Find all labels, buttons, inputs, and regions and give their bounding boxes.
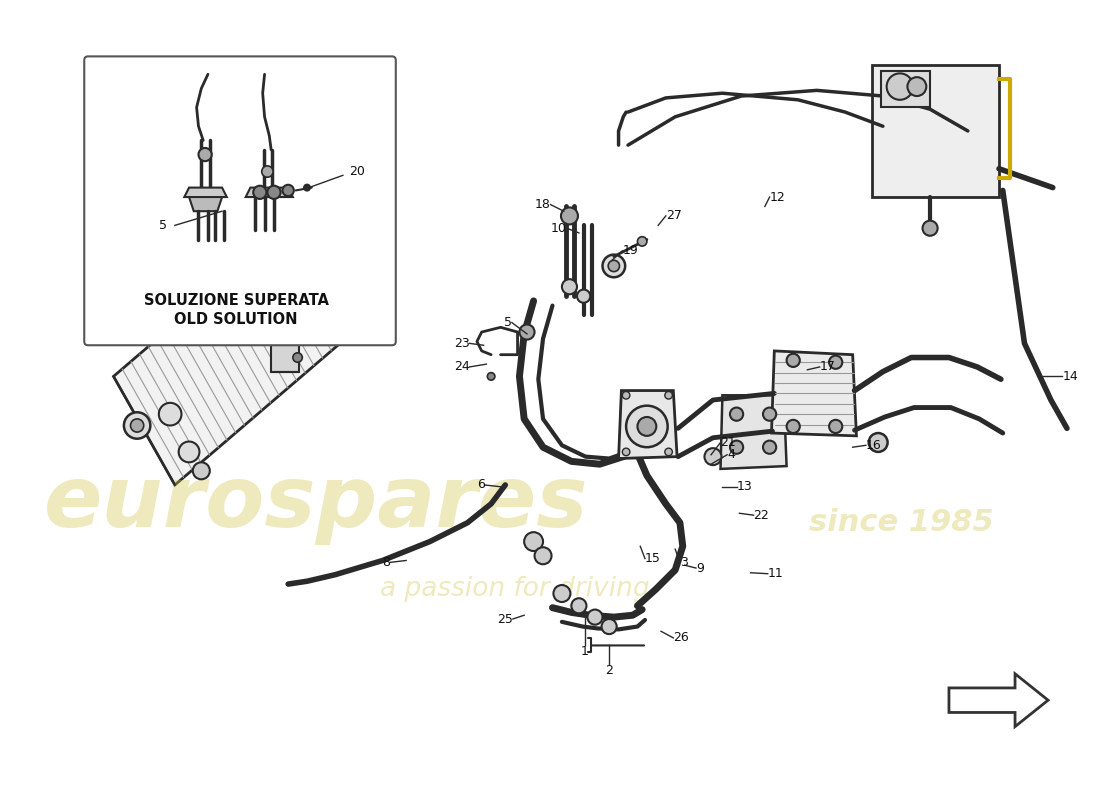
Circle shape — [519, 325, 535, 339]
Circle shape — [763, 441, 777, 454]
Circle shape — [786, 420, 800, 433]
Polygon shape — [189, 197, 222, 211]
Polygon shape — [771, 351, 857, 436]
Circle shape — [131, 419, 144, 432]
Text: 19: 19 — [623, 244, 638, 258]
Circle shape — [664, 448, 672, 456]
Circle shape — [704, 448, 722, 465]
Text: 20: 20 — [350, 165, 365, 178]
Polygon shape — [185, 188, 227, 197]
Circle shape — [923, 221, 937, 236]
Circle shape — [571, 598, 586, 614]
Circle shape — [664, 391, 672, 399]
Circle shape — [124, 412, 151, 438]
Circle shape — [887, 74, 913, 100]
Text: 6: 6 — [476, 478, 484, 491]
Text: 1: 1 — [581, 646, 589, 658]
Text: 12: 12 — [770, 190, 785, 203]
Text: 15: 15 — [645, 552, 661, 565]
Circle shape — [535, 547, 551, 564]
Bar — [272, 334, 299, 372]
Text: 8: 8 — [382, 556, 390, 569]
Circle shape — [561, 207, 578, 225]
Polygon shape — [245, 188, 293, 197]
Circle shape — [608, 260, 619, 272]
Circle shape — [262, 166, 273, 178]
Text: 26: 26 — [673, 631, 689, 644]
Bar — [881, 71, 931, 107]
Text: 5: 5 — [504, 316, 512, 329]
Circle shape — [304, 184, 310, 191]
Circle shape — [763, 407, 777, 421]
Circle shape — [578, 290, 591, 302]
Text: 2: 2 — [605, 664, 613, 678]
Polygon shape — [720, 395, 786, 469]
Polygon shape — [949, 674, 1048, 726]
Text: a passion for driving: a passion for driving — [379, 576, 649, 602]
Polygon shape — [618, 390, 678, 458]
FancyBboxPatch shape — [85, 56, 396, 346]
Text: OLD SOLUTION: OLD SOLUTION — [175, 312, 298, 327]
Text: 18: 18 — [535, 198, 551, 211]
Circle shape — [158, 403, 182, 426]
Circle shape — [178, 442, 199, 462]
Text: 5: 5 — [160, 219, 167, 232]
Text: 11: 11 — [768, 567, 783, 580]
Text: 13: 13 — [737, 480, 752, 494]
Text: 25: 25 — [497, 613, 513, 626]
Text: 16: 16 — [866, 439, 881, 452]
Circle shape — [637, 417, 657, 436]
Text: 4: 4 — [727, 448, 735, 462]
Circle shape — [267, 186, 280, 199]
Text: SOLUZIONE SUPERATA: SOLUZIONE SUPERATA — [144, 294, 329, 308]
Circle shape — [730, 407, 744, 421]
Text: since 1985: since 1985 — [810, 508, 994, 538]
Circle shape — [623, 448, 630, 456]
Circle shape — [869, 433, 888, 452]
Circle shape — [603, 254, 625, 278]
Circle shape — [908, 77, 926, 96]
Circle shape — [637, 237, 647, 246]
Circle shape — [487, 373, 495, 380]
Text: 14: 14 — [1063, 370, 1078, 383]
Text: 21: 21 — [720, 436, 736, 449]
Circle shape — [786, 354, 800, 367]
Bar — [871, 65, 999, 197]
Circle shape — [198, 148, 211, 161]
Text: eurospares: eurospares — [44, 462, 588, 546]
Circle shape — [525, 532, 543, 551]
Circle shape — [553, 585, 571, 602]
Text: 24: 24 — [453, 361, 470, 374]
Text: 9: 9 — [696, 562, 704, 574]
Circle shape — [626, 406, 668, 447]
Text: 17: 17 — [820, 361, 836, 374]
Text: 3: 3 — [680, 556, 688, 569]
Circle shape — [829, 420, 843, 433]
Circle shape — [602, 619, 617, 634]
Circle shape — [587, 610, 603, 625]
Polygon shape — [113, 235, 340, 485]
Circle shape — [283, 185, 294, 196]
Circle shape — [623, 391, 630, 399]
Circle shape — [293, 353, 303, 362]
Circle shape — [730, 441, 744, 454]
Text: 22: 22 — [754, 509, 769, 522]
Text: 27: 27 — [666, 210, 682, 222]
Circle shape — [253, 186, 266, 199]
Bar — [277, 237, 304, 289]
Circle shape — [192, 462, 210, 479]
Text: 23: 23 — [453, 337, 470, 350]
Text: 10: 10 — [551, 222, 566, 234]
Circle shape — [562, 279, 578, 294]
Circle shape — [829, 356, 843, 369]
